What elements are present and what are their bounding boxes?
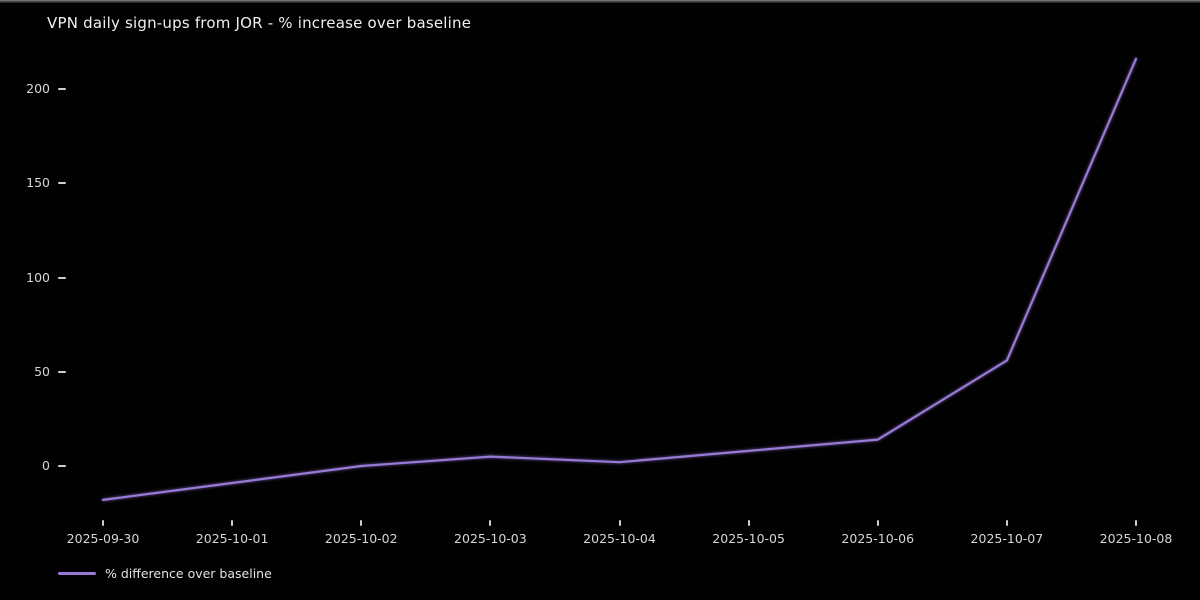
x-tick-mark bbox=[489, 520, 492, 526]
x-tick-mark bbox=[1135, 520, 1137, 526]
y-tick-mark bbox=[58, 465, 66, 467]
y-tick-label: 150 bbox=[26, 175, 50, 191]
x-tick-label: 2025-09-30 bbox=[66, 531, 140, 546]
y-tick-mark bbox=[58, 88, 66, 90]
y-tick-mark bbox=[58, 276, 66, 279]
x-tick-label: 2025-10-03 bbox=[454, 531, 527, 546]
x-tick-mark bbox=[360, 520, 363, 526]
y-tick-label: 0 bbox=[42, 458, 50, 473]
y-tick-label: 50 bbox=[34, 363, 50, 379]
x-tick-label: 2025-10-08 bbox=[1099, 531, 1173, 546]
x-tick-mark bbox=[747, 520, 750, 526]
y-tick-mark bbox=[58, 370, 66, 373]
x-tick-mark bbox=[876, 520, 879, 526]
y-tick-mark bbox=[58, 182, 66, 185]
y-tick-label: 100 bbox=[26, 269, 50, 285]
x-tick-mark bbox=[102, 520, 104, 526]
chart-title: VPN daily sign-ups from JOR - % increase… bbox=[47, 14, 472, 32]
window-top-edge bbox=[0, 0, 1200, 3]
x-tick-label: 2025-10-04 bbox=[583, 531, 656, 546]
x-tick-label: 2025-10-02 bbox=[324, 531, 398, 546]
x-tick-label: 2025-10-05 bbox=[712, 531, 785, 546]
x-tick-label: 2025-10-07 bbox=[970, 531, 1044, 546]
series-line bbox=[101, 57, 1138, 501]
legend: % difference over baseline bbox=[58, 566, 272, 581]
legend-line-swatch bbox=[58, 572, 96, 575]
x-tick-mark bbox=[231, 520, 234, 526]
y-tick-label: 200 bbox=[26, 81, 50, 96]
x-tick-label: 2025-10-06 bbox=[841, 531, 915, 546]
x-tick-label: 2025-10-01 bbox=[195, 531, 269, 546]
legend-label: % difference over baseline bbox=[105, 566, 272, 581]
x-tick-mark bbox=[618, 520, 621, 526]
x-tick-mark bbox=[1005, 520, 1008, 526]
